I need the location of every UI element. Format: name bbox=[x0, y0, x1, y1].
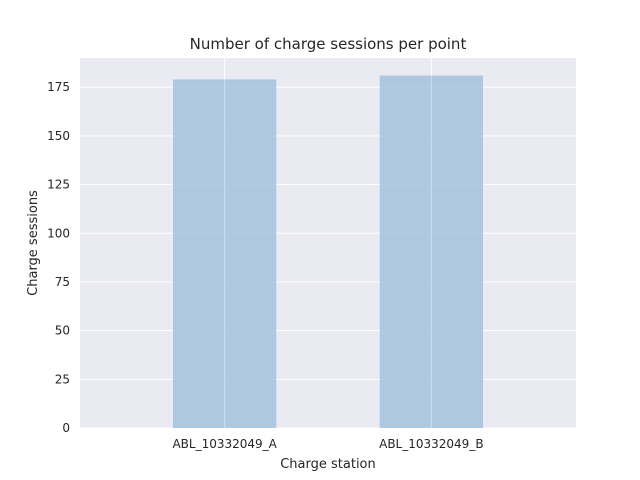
y-axis-label: Charge sessions bbox=[26, 190, 41, 296]
y-tick-label: 25 bbox=[55, 372, 70, 386]
y-tick-label: 50 bbox=[55, 324, 70, 338]
y-tick-label: 0 bbox=[62, 421, 70, 435]
y-tick-label: 125 bbox=[47, 178, 70, 192]
y-tick-label: 175 bbox=[47, 80, 70, 94]
y-tick-label: 75 bbox=[55, 275, 70, 289]
y-tick-labels: 0 25 50 75 100 125 150 175 bbox=[47, 80, 70, 435]
y-tick-label: 150 bbox=[47, 129, 70, 143]
x-tick-labels: ABL_10332049_A ABL_10332049_B bbox=[172, 437, 483, 451]
plot-background bbox=[80, 58, 576, 428]
x-tick-label: ABL_10332049_A bbox=[172, 437, 277, 451]
bars bbox=[173, 75, 483, 429]
x-axis-label: Charge station bbox=[280, 457, 376, 472]
bar-ABL_10332049_A bbox=[173, 79, 277, 428]
bar-ABL_10332049_B bbox=[379, 75, 483, 429]
chart-title: Number of charge sessions per point bbox=[190, 35, 467, 53]
x-tick-label: ABL_10332049_B bbox=[379, 437, 483, 451]
y-tick-label: 100 bbox=[47, 226, 70, 240]
